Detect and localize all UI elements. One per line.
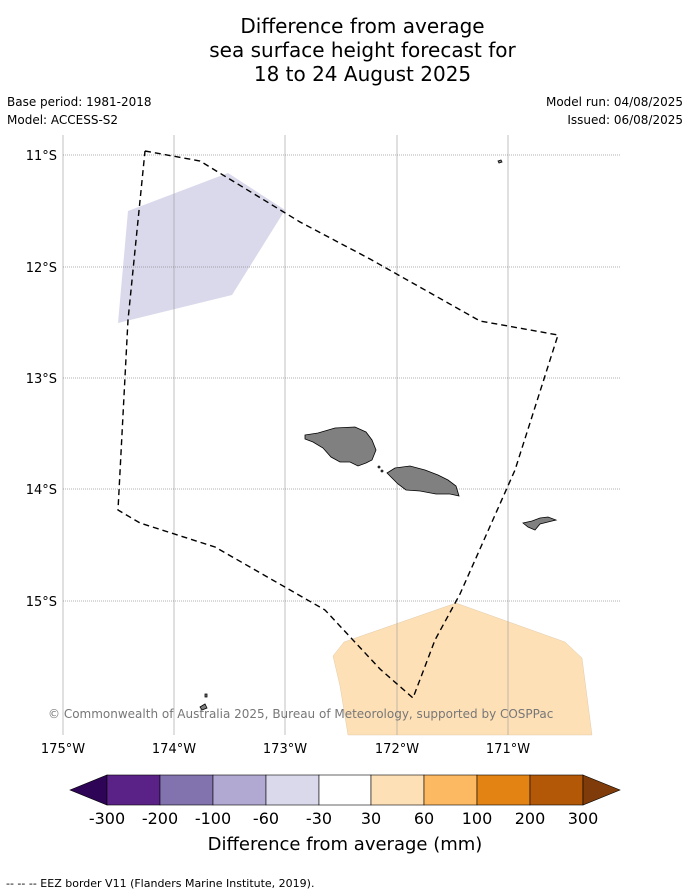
lon-label-172w: 172°W xyxy=(375,742,419,757)
colorbar-bin-7 xyxy=(423,774,478,806)
positive-anomaly-patch xyxy=(332,602,593,736)
negative-anomaly-patch xyxy=(118,173,285,323)
colorbar-tick: -30 xyxy=(306,809,332,828)
title-line-1: Difference from average xyxy=(240,14,485,38)
swains-island xyxy=(497,159,503,164)
lat-label-14s: 14°S xyxy=(26,483,57,498)
lon-label-173w: 173°W xyxy=(263,742,307,757)
lat-label-13s: 13°S xyxy=(26,372,57,387)
colorbar-bin-3 xyxy=(212,774,267,806)
colorbar-bin-5 xyxy=(318,774,372,806)
colorbar-tick: -300 xyxy=(89,809,125,828)
small-island-southwest xyxy=(199,703,208,711)
small-island-islet xyxy=(204,693,208,698)
model-name: Model: ACCESS-S2 xyxy=(7,113,119,127)
colorbar-bin-8 xyxy=(476,774,531,806)
colorbar-bin-4 xyxy=(265,774,320,806)
eez-border xyxy=(117,150,559,700)
colorbar-bin-2 xyxy=(159,774,214,806)
title-line-3: 18 to 24 August 2025 xyxy=(253,62,472,86)
colorbar-bin-1 xyxy=(106,774,161,806)
colorbar-title: Difference from average (mm) xyxy=(208,834,483,855)
colorbar-tick: 100 xyxy=(462,809,493,828)
apolima-islet xyxy=(380,469,384,473)
latitude-lines xyxy=(63,154,620,602)
colorbar-tick: 200 xyxy=(515,809,546,828)
colorbar-over-triangle xyxy=(582,774,621,806)
lat-label-11s: 11°S xyxy=(26,149,57,164)
issued-date: Issued: 06/08/2025 xyxy=(567,113,683,127)
gridlines xyxy=(62,135,509,735)
land-masses xyxy=(199,159,558,711)
colorbar-tick: 30 xyxy=(361,809,381,828)
colorbar-tick: -100 xyxy=(195,809,231,828)
colorbar-tick: -60 xyxy=(253,809,279,828)
upolu-island xyxy=(386,465,460,497)
savaii-island xyxy=(304,426,377,467)
colorbar-under-triangle xyxy=(69,774,108,806)
eez-footnote: -- -- -- EEZ border V11 (Flanders Marine… xyxy=(6,877,315,890)
lat-label-12s: 12°S xyxy=(26,261,57,276)
lon-label-175w: 175°W xyxy=(41,742,85,757)
lon-label-171w: 171°W xyxy=(486,742,530,757)
colorbar-bin-6 xyxy=(370,774,425,806)
colorbar xyxy=(69,774,621,806)
latitude-labels: 11°S 12°S 13°S 14°S 15°S xyxy=(26,149,57,610)
copyright-notice: © Commonwealth of Australia 2025, Bureau… xyxy=(48,707,553,721)
colorbar-bin-9 xyxy=(529,774,584,806)
model-run: Model run: 04/08/2025 xyxy=(545,95,683,109)
colorbar-tick: 60 xyxy=(414,809,434,828)
lon-label-174w: 174°W xyxy=(152,742,196,757)
colorbar-ticks: -300 -200 -100 -60 -30 30 60 100 200 300 xyxy=(89,809,598,828)
title-line-2: sea surface height forecast for xyxy=(209,38,516,62)
manono-islet xyxy=(377,465,381,469)
longitude-labels: 175°W 174°W 173°W 172°W 171°W xyxy=(41,742,530,757)
lat-label-15s: 15°S xyxy=(26,595,57,610)
base-period: Base period: 1981-2018 xyxy=(7,95,152,109)
colorbar-tick: -200 xyxy=(142,809,178,828)
tutuila-island xyxy=(522,516,558,531)
map-title: Difference from average sea surface heig… xyxy=(0,14,690,86)
colorbar-tick: 300 xyxy=(568,809,599,828)
